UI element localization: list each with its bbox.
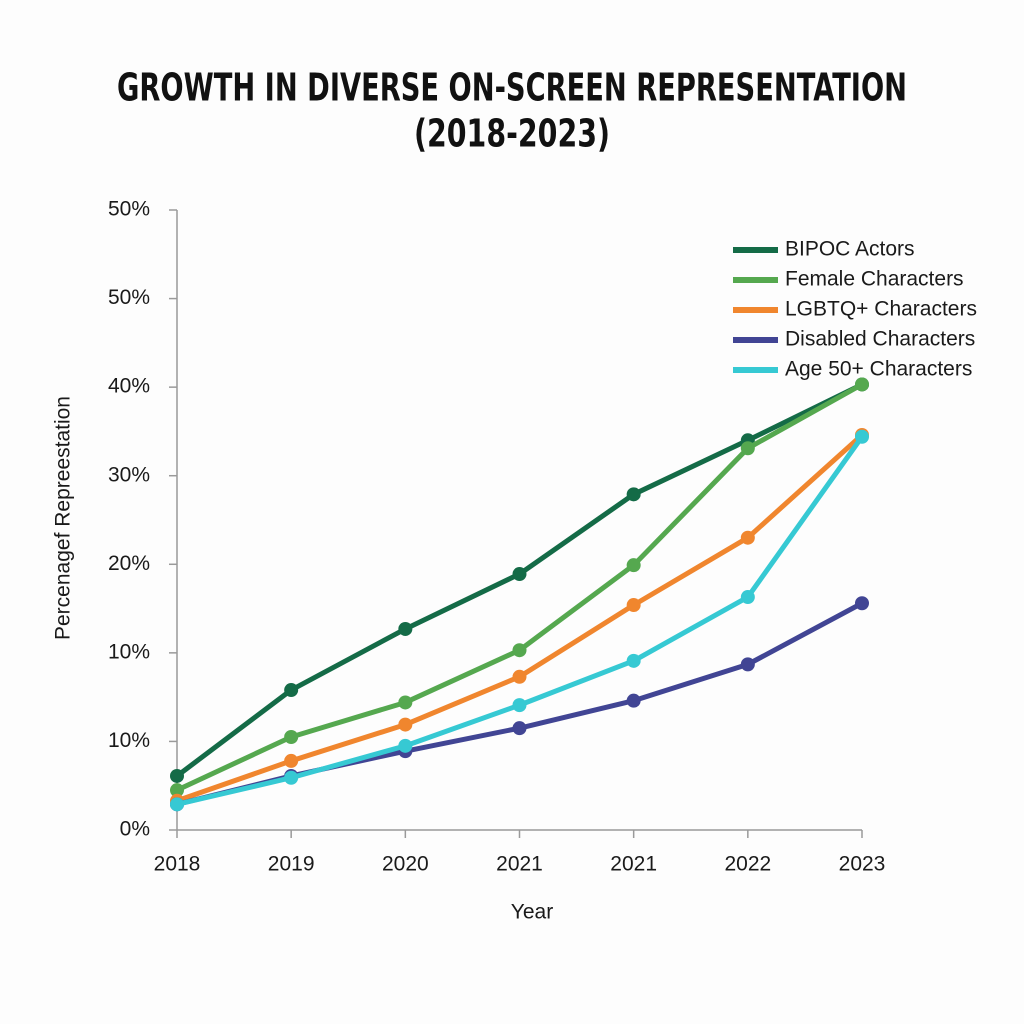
data-point [512,698,527,713]
y-tick-label: 40% [108,375,150,398]
data-point [512,669,527,684]
data-point [740,657,755,672]
legend-label: Age 50+ Characters [785,358,972,381]
data-point [170,783,184,798]
y-tick-label: 30% [108,463,150,486]
y-tick-label: 20% [108,552,150,575]
data-point [626,693,641,708]
data-point [398,738,413,753]
y-tick-label: 0% [120,818,150,841]
data-point [740,441,755,456]
data-point [398,695,413,710]
data-point [740,590,755,605]
data-point [626,653,641,668]
chart-title: GROWTH IN DIVERSE ON-SCREEN REPRESENTATI… [117,66,907,110]
legend-label: Disabled Characters [785,328,975,351]
data-point [512,721,527,736]
y-tick-label: 10% [108,729,150,752]
x-tick-label: 2021 [496,853,543,876]
data-point [284,770,299,785]
x-tick-label: 2019 [268,853,315,876]
data-point [855,377,869,392]
data-point [398,621,413,636]
data-point [284,753,299,768]
data-point [855,596,869,611]
data-point [170,797,184,812]
data-point [626,558,641,573]
legend-label: LGBTQ+ Characters [785,298,977,321]
data-point [398,717,413,732]
x-tick-label: 2021 [610,853,657,876]
data-point [284,683,299,698]
data-point [855,429,869,444]
x-tick-label: 2018 [154,853,201,876]
legend-label: BIPOC Actors [785,238,915,261]
data-point [512,643,527,658]
chart-title: (2018-2023) [414,112,610,156]
series-line [176,435,865,807]
y-tick-label: 50% [108,286,150,309]
y-tick-label: 50% [108,198,150,221]
data-point [740,530,755,545]
x-axis-label: Year [511,901,553,924]
x-tick-label: 2020 [382,853,429,876]
data-point [284,730,299,744]
data-point [512,567,527,582]
series-line [176,433,864,804]
y-axis-label: Percenagef Repreestation [52,396,75,640]
data-point [626,487,641,502]
data-point [170,768,184,783]
legend-label: Female Characters [785,268,964,291]
x-tick-label: 2023 [839,853,886,876]
y-tick-label: 10% [108,640,150,663]
data-point [626,598,641,613]
x-tick-label: 2022 [724,853,771,876]
